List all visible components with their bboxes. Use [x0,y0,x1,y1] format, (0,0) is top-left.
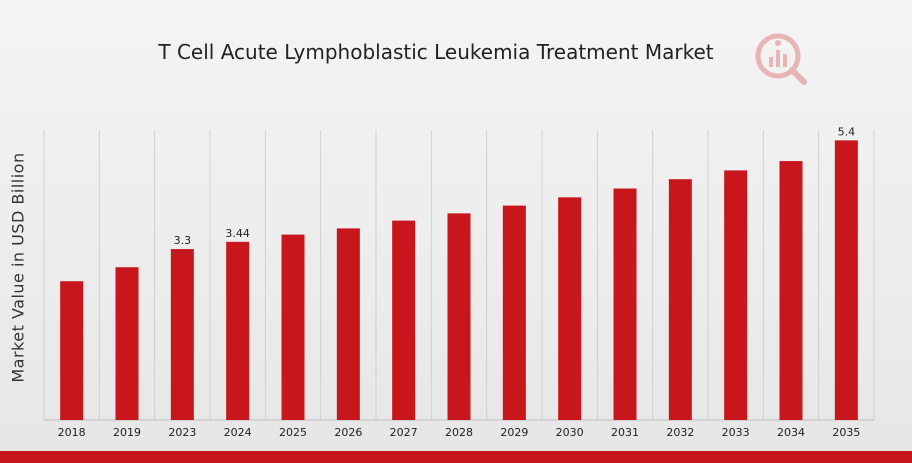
x-tick-label: 2029 [500,426,528,439]
chart-title: T Cell Acute Lymphoblastic Leukemia Trea… [158,40,714,64]
data-label: 5.4 [838,125,856,138]
x-tick-label: 2025 [279,426,307,439]
data-label: 3.44 [225,227,250,240]
bar-2035 [834,140,858,420]
bar-2019 [115,267,139,420]
x-tick-label: 2023 [168,426,196,439]
bottom-accent-bar [0,451,912,463]
x-tick-label: 2034 [777,426,805,439]
x-tick-label: 2024 [224,426,252,439]
x-tick-label: 2026 [334,426,362,439]
x-tick-label: 2018 [58,426,86,439]
x-tick-label: 2030 [556,426,584,439]
x-tick-label: 2031 [611,426,639,439]
bar-2023 [170,249,194,420]
bar-2030 [558,197,582,420]
bar-2028 [447,213,471,420]
bar-2029 [502,205,526,420]
x-tick-label: 2028 [445,426,473,439]
bar-2026 [336,228,360,420]
data-label: 3.3 [174,234,192,247]
x-tick-label: 2032 [666,426,694,439]
bar-2027 [392,220,416,420]
x-tick-label: 2035 [832,426,860,439]
x-tick-label: 2019 [113,426,141,439]
bar-2031 [613,188,637,420]
bar-2018 [60,281,84,420]
bar-2024 [226,241,250,420]
bar-2034 [779,161,803,421]
x-tick-label: 2033 [722,426,750,439]
market-research-logo-icon [755,33,807,85]
bar-2032 [668,179,692,420]
bar-2033 [724,170,748,420]
x-tick-label: 2027 [390,426,418,439]
bar-2025 [281,234,305,420]
